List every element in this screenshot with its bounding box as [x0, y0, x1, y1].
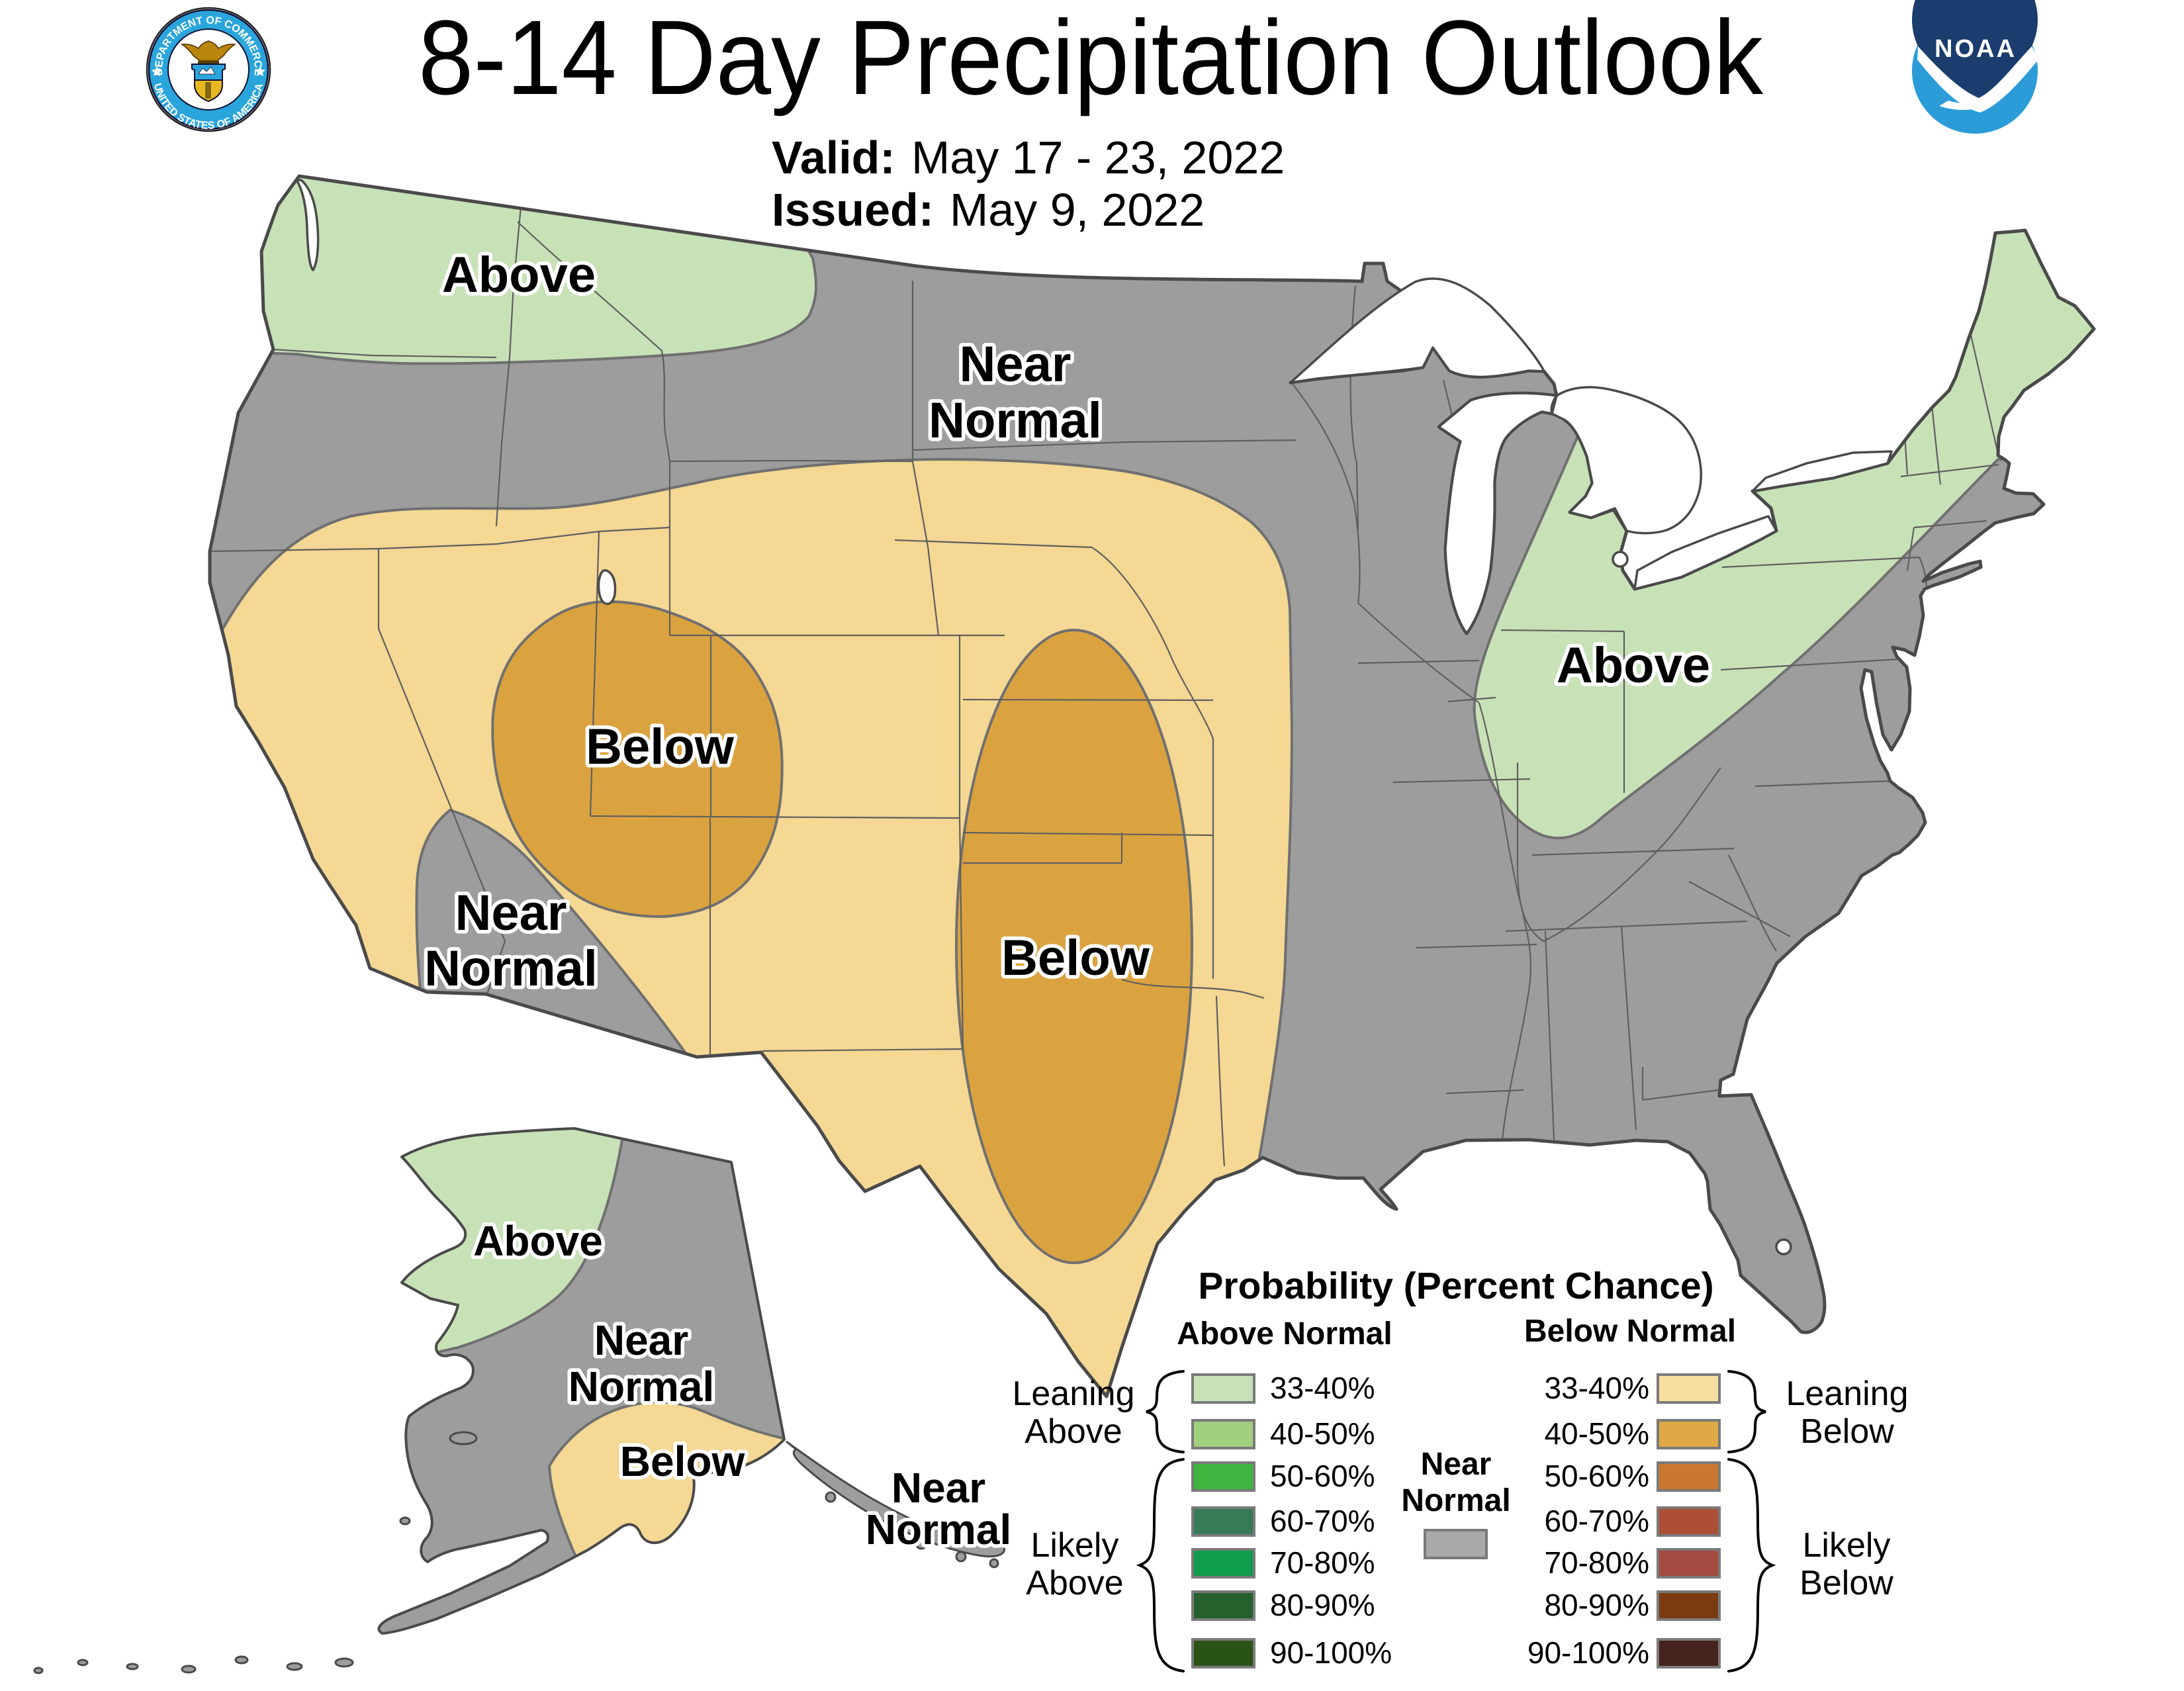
- svg-text:Probability (Percent Chance): Probability (Percent Chance): [1198, 1265, 1713, 1307]
- svg-text:Leaning: Leaning: [1012, 1375, 1134, 1413]
- svg-text:50-60%: 50-60%: [1270, 1459, 1375, 1493]
- svg-text:Normal: Normal: [424, 940, 598, 997]
- svg-text:60-70%: 60-70%: [1544, 1504, 1649, 1538]
- svg-text:Below: Below: [1001, 930, 1150, 986]
- svg-text:Valid:: Valid:: [772, 132, 895, 183]
- svg-text:Normal: Normal: [866, 1506, 1012, 1553]
- svg-text:NOAA: NOAA: [1934, 35, 2017, 63]
- svg-text:May 9, 2022: May 9, 2022: [950, 184, 1205, 236]
- svg-text:Below: Below: [586, 719, 735, 775]
- svg-text:90-100%: 90-100%: [1527, 1635, 1649, 1670]
- svg-text:Above: Above: [1024, 1412, 1122, 1451]
- svg-text:33-40%: 33-40%: [1270, 1371, 1375, 1405]
- svg-text:Likely: Likely: [1803, 1526, 1891, 1565]
- svg-text:Above: Above: [442, 247, 596, 303]
- svg-text:Above Normal: Above Normal: [1177, 1316, 1392, 1351]
- svg-text:Normal: Normal: [929, 392, 1102, 449]
- svg-text:90-100%: 90-100%: [1270, 1635, 1392, 1670]
- svg-text:Above: Above: [1557, 637, 1710, 694]
- svg-text:60-70%: 60-70%: [1270, 1504, 1375, 1538]
- svg-text:40-50%: 40-50%: [1270, 1416, 1375, 1451]
- svg-text:Above: Above: [1026, 1564, 1123, 1602]
- svg-text:Issued:: Issued:: [772, 184, 934, 236]
- svg-text:70-80%: 70-80%: [1270, 1545, 1375, 1580]
- svg-text:33-40%: 33-40%: [1544, 1371, 1649, 1405]
- svg-text:40-50%: 40-50%: [1544, 1416, 1649, 1451]
- svg-text:80-90%: 80-90%: [1544, 1588, 1649, 1622]
- svg-text:Near: Near: [594, 1316, 688, 1364]
- svg-text:Normal: Normal: [1401, 1483, 1510, 1518]
- svg-text:Near: Near: [891, 1464, 985, 1512]
- svg-text:Near: Near: [1421, 1447, 1492, 1482]
- svg-text:Below: Below: [620, 1438, 745, 1485]
- svg-text:Below: Below: [1799, 1564, 1893, 1602]
- svg-text:50-60%: 50-60%: [1544, 1459, 1649, 1493]
- svg-text:Below Normal: Below Normal: [1524, 1314, 1736, 1349]
- svg-text:8-14 Day Precipitation Outlook: 8-14 Day Precipitation Outlook: [418, 0, 1764, 116]
- svg-text:Likely: Likely: [1031, 1526, 1119, 1565]
- svg-text:Near: Near: [455, 885, 567, 941]
- svg-text:Leaning: Leaning: [1786, 1375, 1908, 1413]
- svg-text:Below: Below: [1800, 1412, 1894, 1451]
- svg-text:Above: Above: [473, 1217, 603, 1265]
- svg-text:80-90%: 80-90%: [1270, 1588, 1375, 1622]
- svg-text:May 17 - 23, 2022: May 17 - 23, 2022: [911, 132, 1285, 183]
- svg-text:Near: Near: [960, 336, 1071, 392]
- svg-text:Normal: Normal: [569, 1363, 715, 1410]
- svg-text:70-80%: 70-80%: [1544, 1545, 1649, 1580]
